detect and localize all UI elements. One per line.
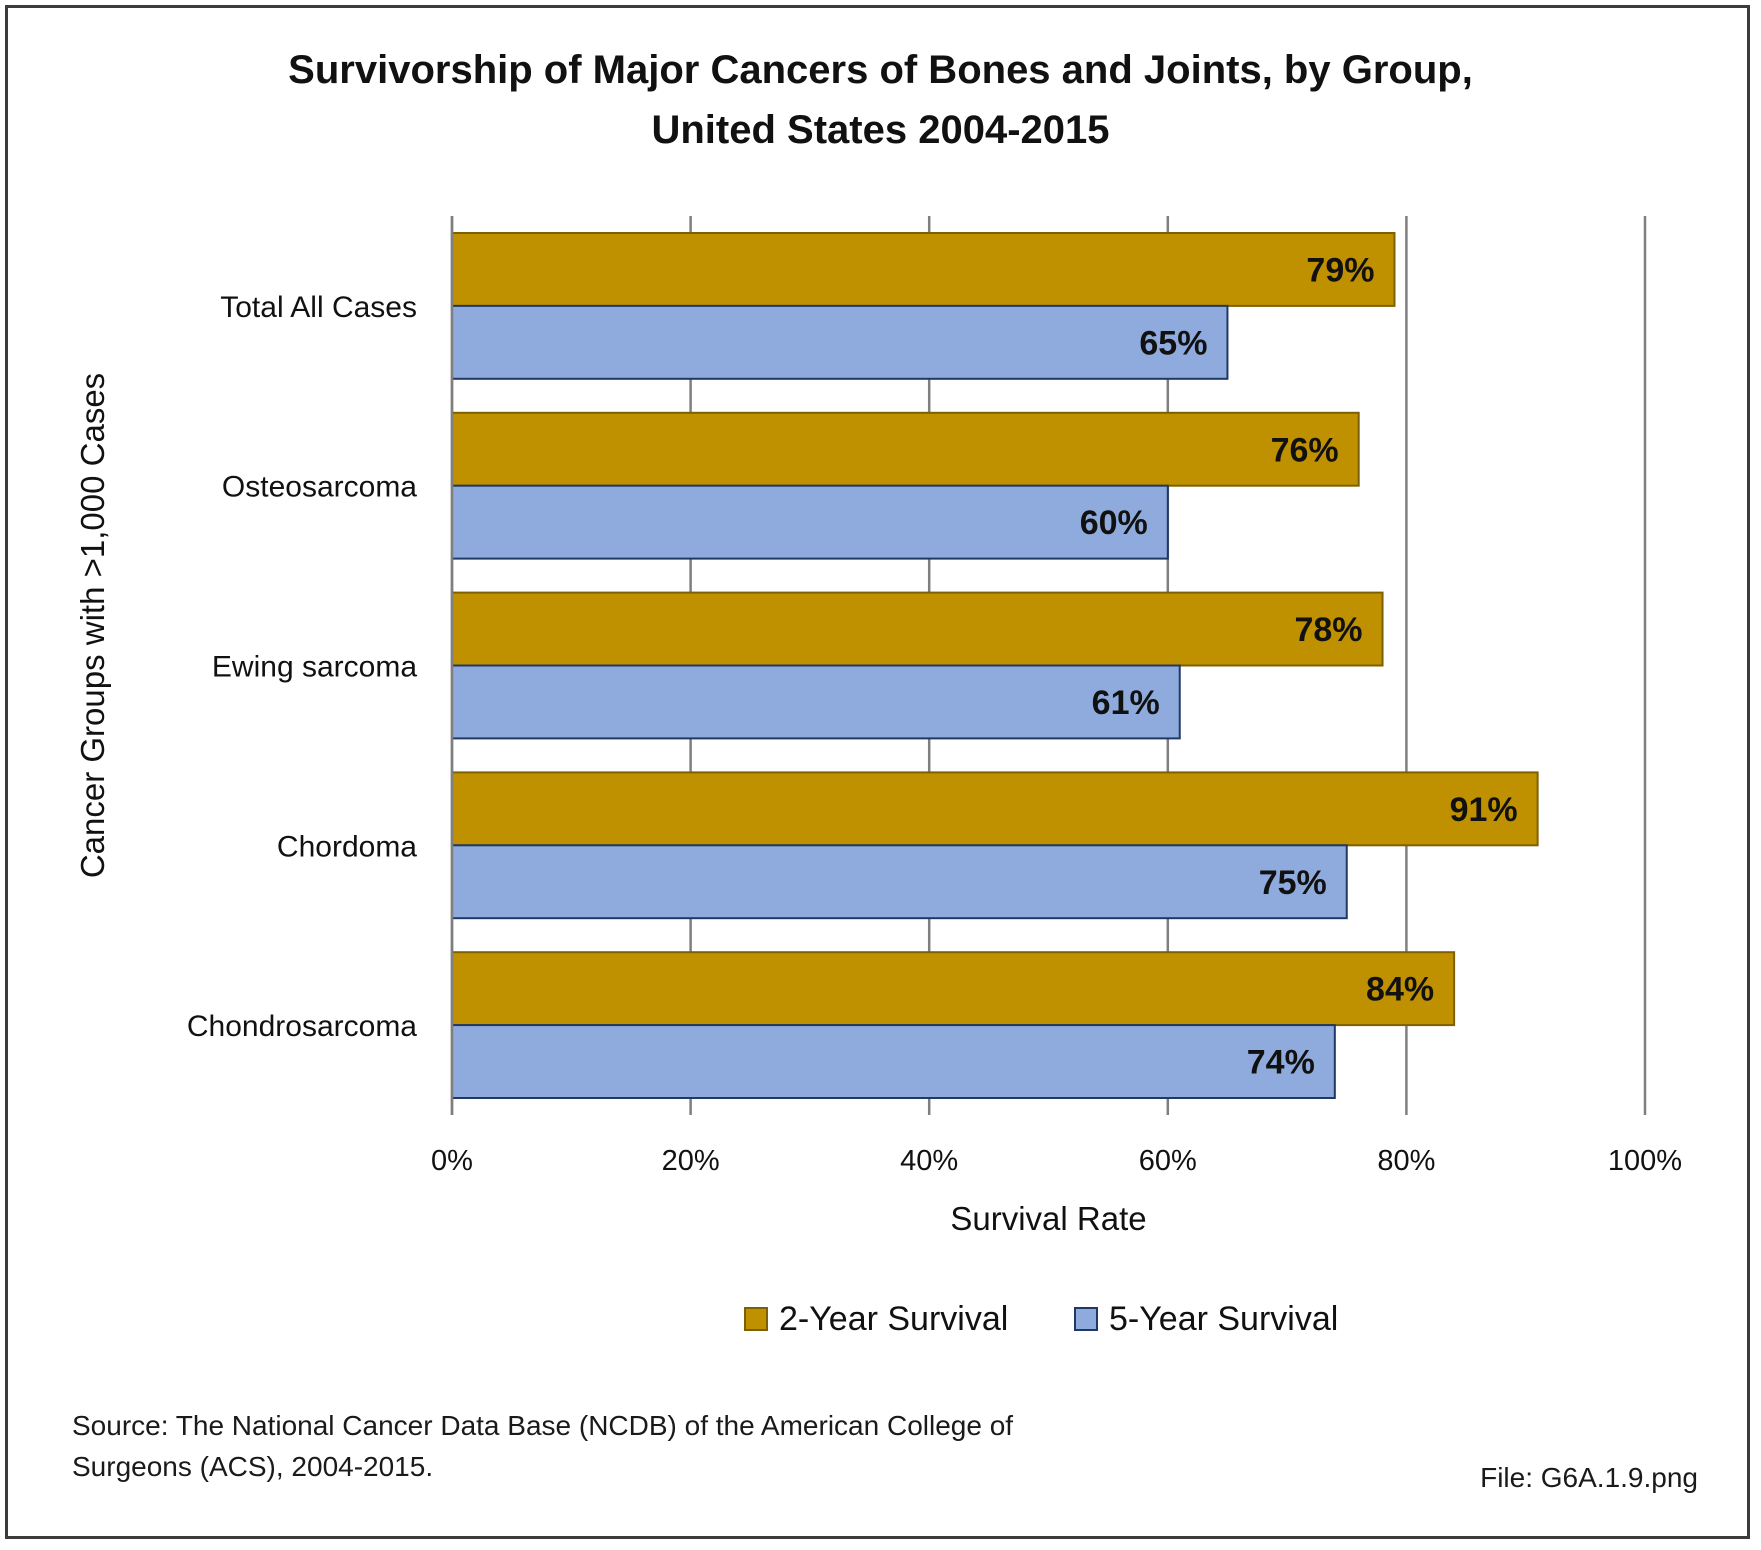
axes: 0% 20% 40% 60% 80% 100% Total All Cases Osteosa… (74, 216, 1682, 1237)
data-label: 74% (1247, 1044, 1315, 1082)
x-tick-label: 20% (662, 1145, 720, 1177)
x-tick-label: 40% (900, 1145, 958, 1177)
bar-5yr (451, 304, 1229, 380)
legend-swatch (1074, 1307, 1098, 1331)
category-label: Chondrosarcoma (187, 1010, 417, 1043)
data-label: 75% (1259, 864, 1327, 902)
bar-2yr (451, 411, 1360, 487)
x-tick-label: 100% (1608, 1145, 1682, 1177)
data-label: 61% (1092, 684, 1160, 722)
data-label: 84% (1366, 971, 1434, 1009)
legend-label: 5-Year Survival (1109, 1300, 1338, 1338)
legend-swatch (744, 1307, 768, 1331)
data-label: 79% (1306, 251, 1374, 289)
file-note: File: G6A.1.9.png (1480, 1462, 1698, 1493)
bar-5yr (451, 1024, 1336, 1099)
bars (451, 232, 1539, 1099)
data-labels: 79% 65% 76% 60% 78% 61% 91% 75% 84% 74% (1080, 251, 1518, 1081)
data-label: 65% (1139, 324, 1207, 362)
x-axis-title: Survival Rate (950, 1200, 1146, 1237)
legend-label: 2-Year Survival (779, 1300, 1008, 1338)
x-tick-label: 80% (1377, 1145, 1435, 1177)
bar-5yr (451, 664, 1181, 740)
data-label: 60% (1080, 504, 1148, 542)
bar-2yr (451, 951, 1456, 1027)
bar-2yr (451, 771, 1539, 847)
category-label: Ewing sarcoma (212, 651, 417, 684)
bar-2yr (451, 591, 1384, 667)
data-label: 91% (1450, 791, 1518, 829)
bar-5yr (451, 844, 1348, 920)
category-label: Osteosarcoma (222, 471, 417, 504)
category-label: Total All Cases (220, 291, 417, 324)
bar-2yr (451, 232, 1396, 307)
x-tick-label: 60% (1139, 1145, 1197, 1177)
category-label: Chordoma (277, 830, 417, 863)
data-label: 78% (1294, 611, 1362, 649)
bar-5yr (451, 484, 1169, 560)
legend: 2-Year Survival 5-Year Survival (744, 1300, 1338, 1338)
y-axis-title: Cancer Groups with >1,000 Cases (74, 373, 111, 878)
data-label: 76% (1271, 431, 1339, 469)
source-note: Source: The National Cancer Data Base (N… (72, 1410, 1014, 1482)
chart-title: Survivorship of Major Cancers of Bones a… (288, 48, 1473, 152)
x-tick-label: 0% (431, 1145, 473, 1177)
